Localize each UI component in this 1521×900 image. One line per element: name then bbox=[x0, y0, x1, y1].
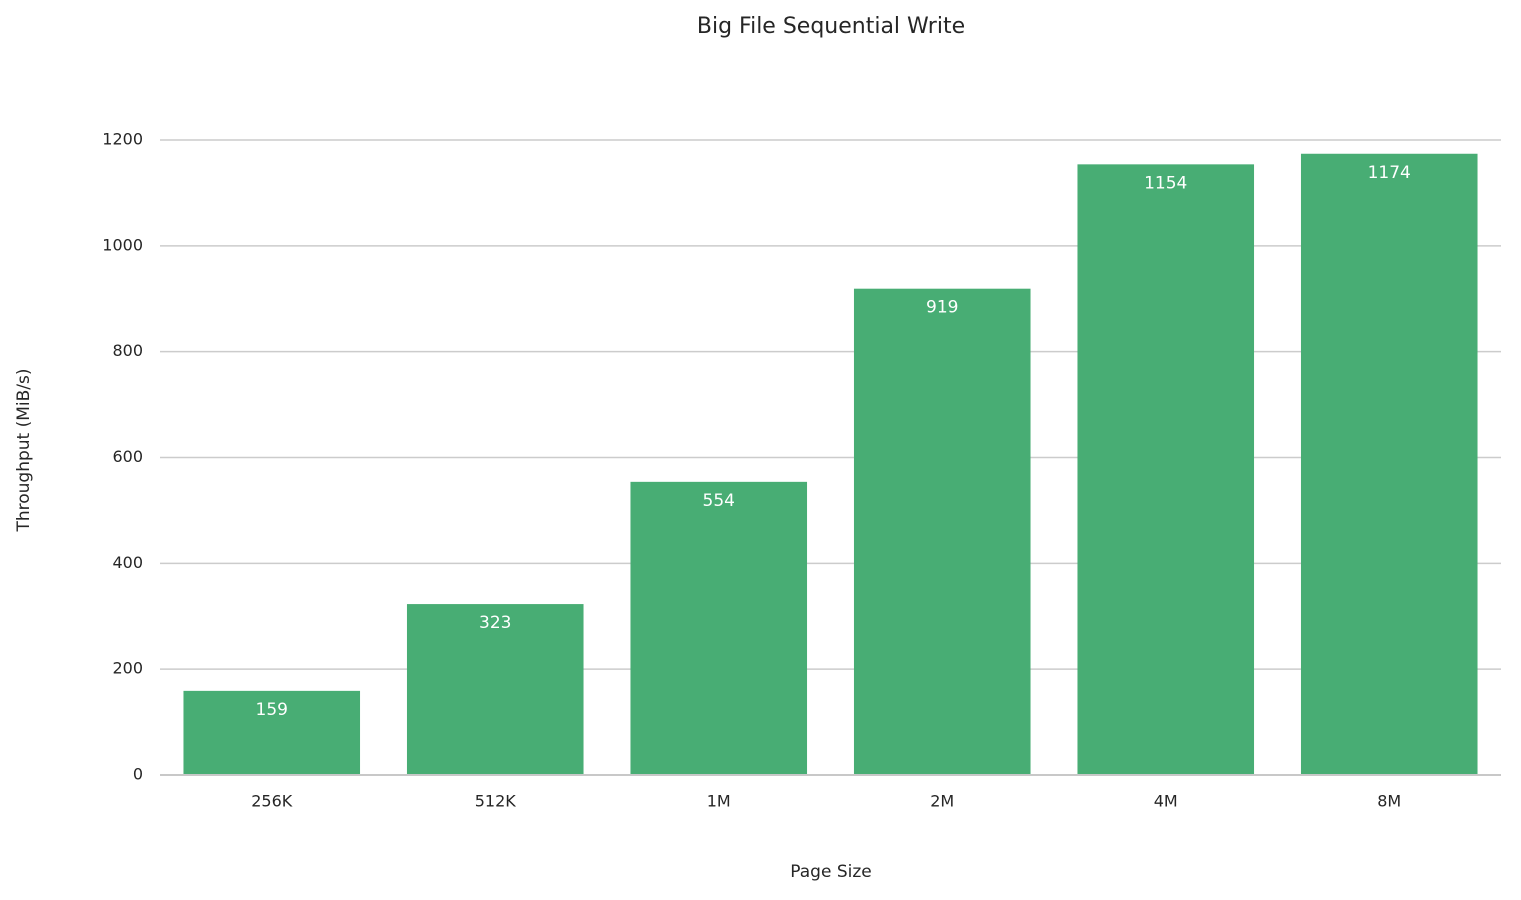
y-tick-label: 1200 bbox=[102, 130, 143, 149]
value-label: 159 bbox=[256, 700, 288, 720]
x-tick-label: 512K bbox=[475, 792, 517, 811]
x-tick-label: 1M bbox=[707, 792, 731, 811]
y-tick-label: 600 bbox=[112, 447, 143, 466]
x-tick-label: 8M bbox=[1377, 792, 1401, 811]
y-tick-label: 200 bbox=[112, 659, 143, 678]
x-tick-label: 2M bbox=[930, 792, 954, 811]
value-label: 1154 bbox=[1144, 173, 1187, 193]
bar bbox=[406, 604, 584, 775]
y-tick-label: 800 bbox=[112, 341, 143, 360]
bar bbox=[183, 690, 361, 775]
bar bbox=[1077, 164, 1255, 775]
bar bbox=[630, 481, 808, 775]
x-axis-label: Page Size bbox=[790, 862, 871, 882]
y-axis-label: Throughput (MiB/s) bbox=[14, 368, 34, 532]
bar bbox=[1300, 153, 1478, 776]
x-tick-label: 4M bbox=[1154, 792, 1178, 811]
grid bbox=[160, 139, 1501, 776]
x-tick-label: 256K bbox=[251, 792, 293, 811]
chart-title: Big File Sequential Write bbox=[697, 14, 965, 39]
y-tick-label: 1000 bbox=[102, 235, 143, 254]
value-label: 1174 bbox=[1368, 163, 1411, 183]
bar bbox=[853, 288, 1031, 775]
y-tick-label: 0 bbox=[133, 765, 143, 784]
value-label: 919 bbox=[926, 298, 958, 318]
bars: 159 323 554 919 1154 1174 bbox=[183, 153, 1478, 776]
y-tick-label: 400 bbox=[112, 553, 143, 572]
value-label: 323 bbox=[479, 613, 511, 633]
value-label: 554 bbox=[703, 491, 735, 511]
